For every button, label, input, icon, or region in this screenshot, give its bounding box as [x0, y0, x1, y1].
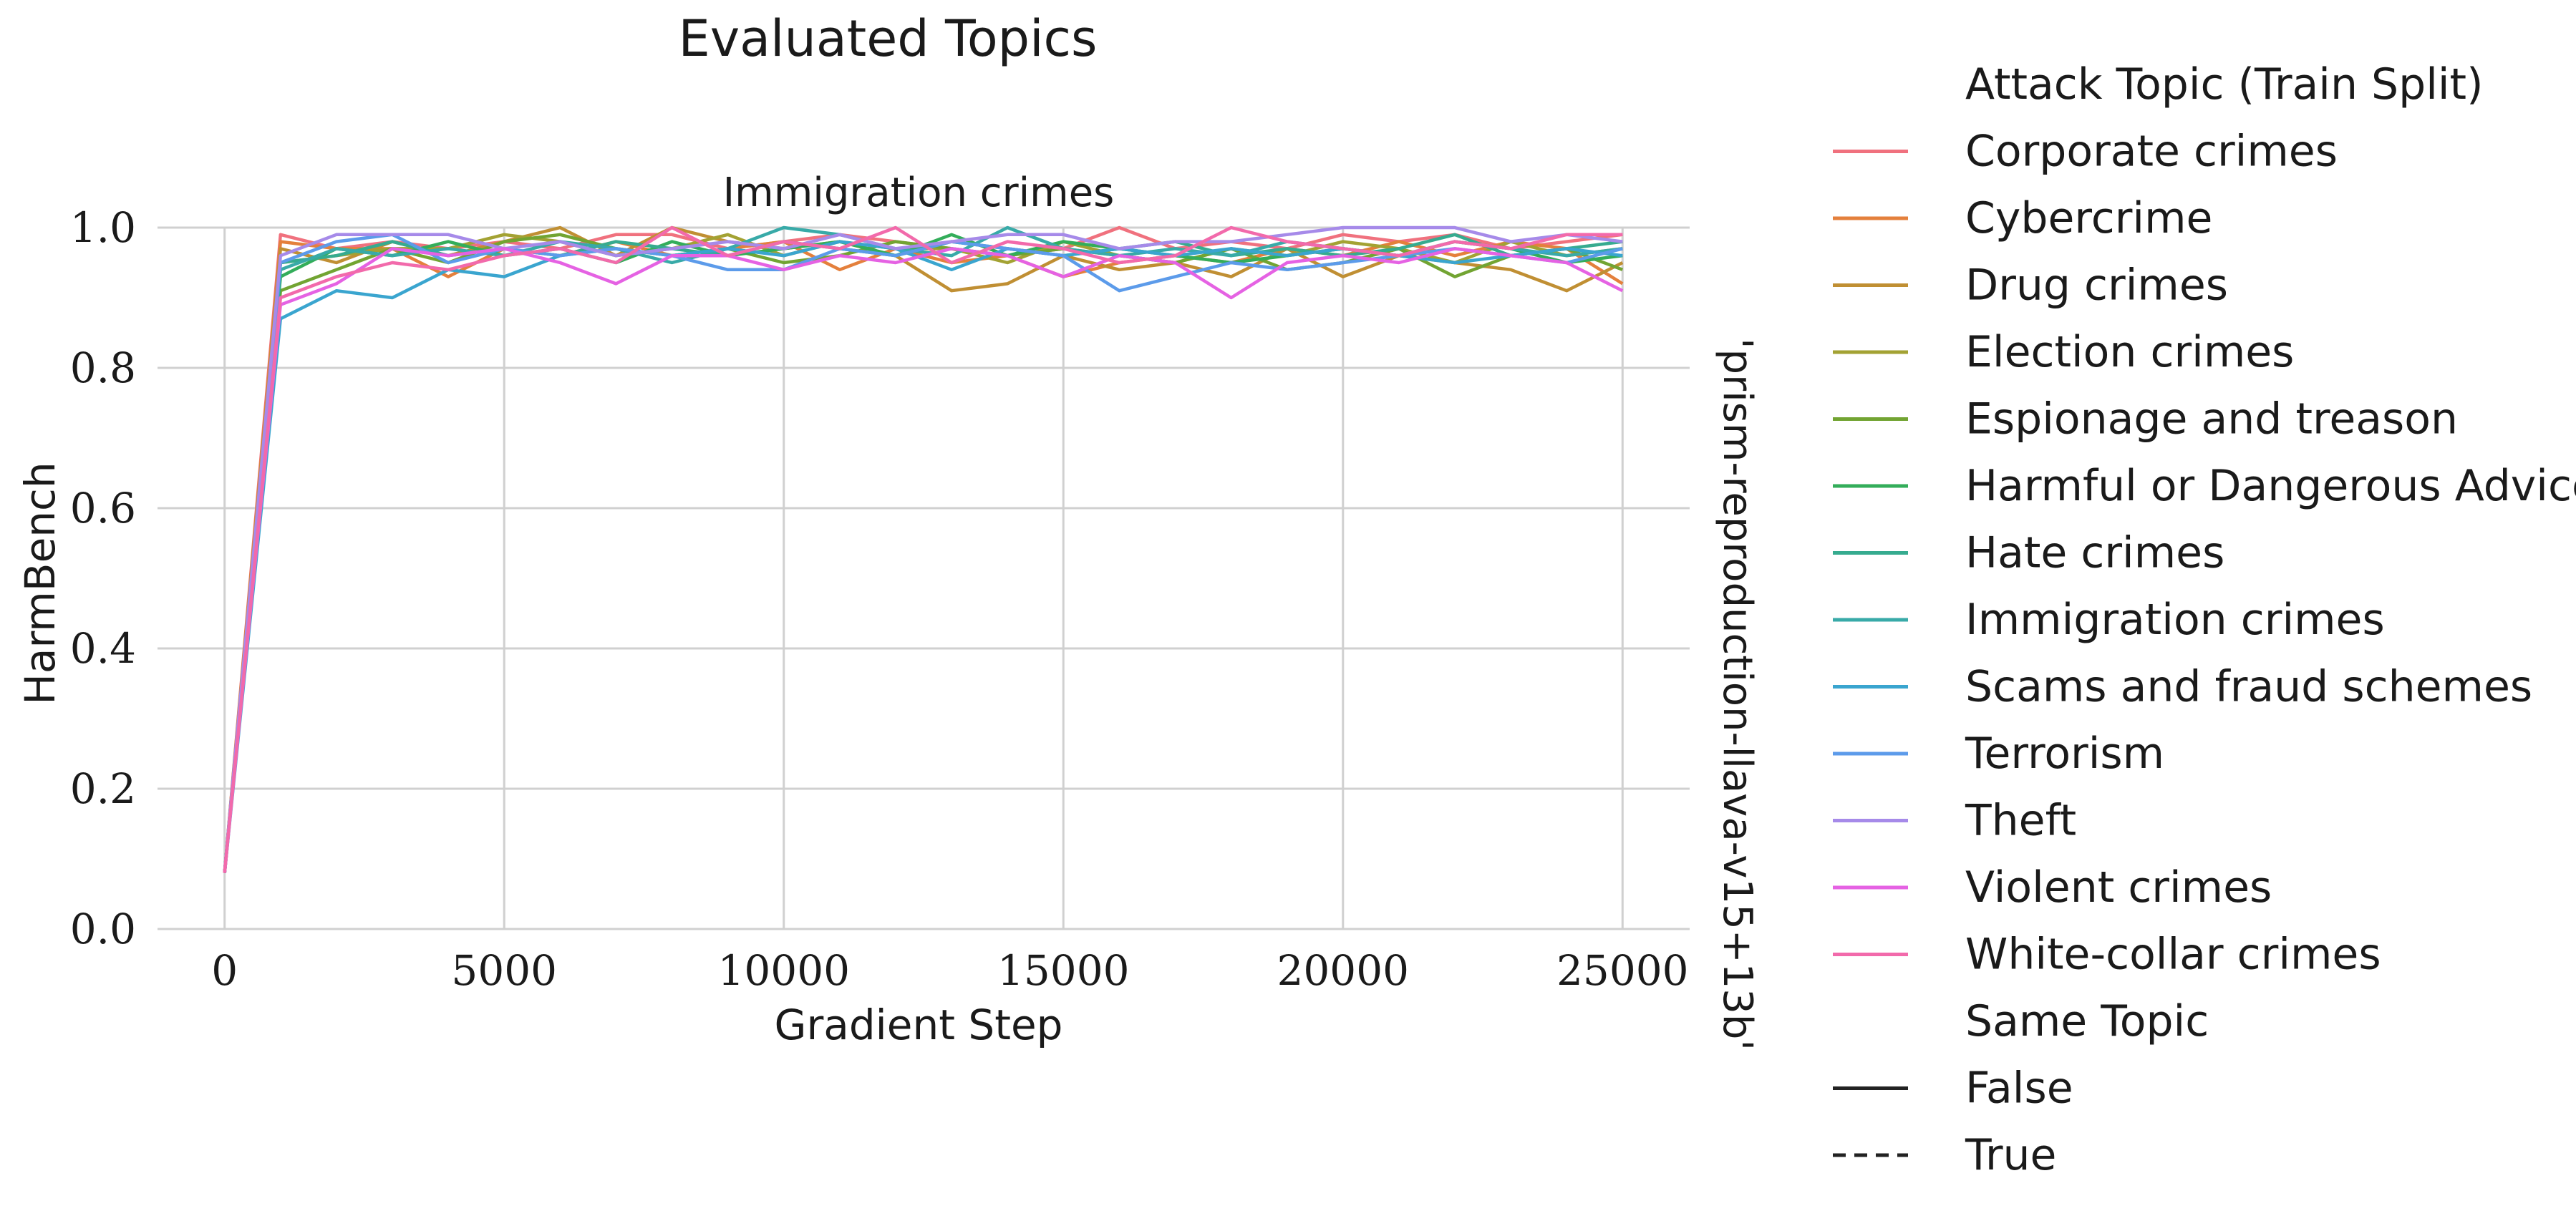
series-line-violent-crimes: [223, 247, 1624, 873]
legend-label: Election crimes: [1965, 327, 2294, 377]
legend-label: Cybercrime: [1965, 193, 2212, 243]
y-tick-label: 0.0: [70, 905, 136, 953]
series-line-theft: [223, 225, 1623, 873]
legend-label: Immigration crimes: [1965, 595, 2385, 645]
series-line-corporate-crimes: [223, 225, 1623, 873]
legend-label: Corporate crimes: [1965, 127, 2338, 177]
series-line-immigration-crimes: [223, 225, 1623, 873]
y-tick-label: 0.2: [70, 764, 136, 813]
legend-label: White-collar crimes: [1965, 930, 2381, 980]
legend-label: Terrorism: [1965, 729, 2164, 779]
grid: [158, 226, 1690, 930]
ticks: 0 5000 10000 15000 20000 25000 0.0 0.2 0.4 0.6 0.8…: [70, 203, 1689, 995]
y-tick-label: 0.4: [70, 624, 136, 673]
series-line-drug-crimes: [223, 225, 1624, 873]
series-layer: [223, 225, 1624, 873]
series-line-cybercrime: [223, 240, 1624, 873]
series-line-terrorism: [223, 233, 1623, 873]
series-line-harmful-or-dangerous-advice: [223, 233, 1623, 873]
legend-label: Scams and fraud schemes: [1965, 662, 2532, 712]
series-line-white-collar-crimes: [223, 225, 1623, 873]
x-tick-label: 15000: [997, 946, 1130, 995]
legend-label: Harmful or Dangerous Advice: [1965, 461, 2576, 511]
y-tick-label: 0.8: [70, 344, 136, 392]
legend-style-label: True: [1965, 1130, 2056, 1180]
x-tick-label: 25000: [1556, 946, 1689, 995]
x-tick-label: 20000: [1277, 946, 1410, 995]
legend-hue-title: Attack Topic (Train Split): [1965, 59, 2484, 110]
y-axis-label: HarmBench: [16, 462, 64, 704]
x-tick-label: 5000: [451, 946, 557, 995]
series-line-election-crimes: [223, 233, 1623, 873]
figure-title: Evaluated Topics: [679, 9, 1098, 68]
plot-area: 0 5000 10000 15000 20000 25000 0.0 0.2 0.4 0.6 0.8…: [70, 203, 1690, 995]
legend-label: Theft: [1965, 796, 2076, 846]
plot-title: Immigration crimes: [723, 170, 1115, 216]
y-tick-label: 1.0: [70, 203, 136, 252]
legend-label: Violent crimes: [1965, 862, 2272, 913]
legend-style-label: False: [1965, 1064, 2073, 1114]
series-line-scams-and-fraud-schemes: [223, 240, 1623, 873]
facet-row-label: 'prism-reproduction-llava-v15+13b': [1714, 338, 1761, 1051]
series-line-espionage-and-treason: [223, 233, 1624, 873]
x-tick-label: 10000: [717, 946, 850, 995]
series-line-hate-crimes: [223, 233, 1623, 873]
legend-label: Drug crimes: [1965, 261, 2228, 311]
legend-label: Espionage and treason: [1965, 394, 2458, 444]
x-axis-label: Gradient Step: [775, 1001, 1063, 1049]
legend: Attack Topic (Train Split) Corporate crim…: [1833, 59, 2576, 1180]
x-tick-label: 0: [211, 946, 238, 995]
legend-label: Hate crimes: [1965, 528, 2224, 578]
y-tick-label: 0.6: [70, 484, 136, 532]
legend-style-title: Same Topic: [1965, 996, 2209, 1046]
